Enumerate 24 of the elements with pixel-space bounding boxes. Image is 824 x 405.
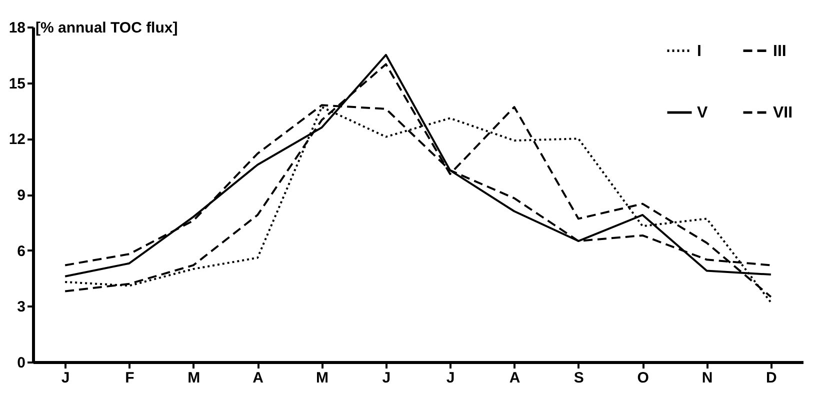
- x-tick-label: F: [125, 370, 134, 386]
- y-tick-label: 15: [8, 75, 26, 92]
- legend-label: I: [697, 42, 702, 60]
- y-tick-label: 12: [8, 131, 26, 148]
- x-tick-label: O: [637, 370, 650, 386]
- x-tick-label: A: [252, 370, 264, 386]
- x-tick-label: J: [446, 370, 455, 386]
- y-tick-label: 6: [17, 242, 26, 260]
- x-tick-label: S: [574, 370, 584, 386]
- legend-label: III: [773, 42, 786, 60]
- x-tick-label: D: [766, 370, 777, 386]
- legend-label: V: [697, 104, 708, 122]
- x-tick-label: M: [316, 370, 328, 386]
- x-tick-label: J: [61, 370, 70, 386]
- y-tick-label: 9: [17, 187, 26, 204]
- legend-label: VII: [773, 104, 793, 122]
- y-tick-label: 0: [17, 354, 26, 372]
- y-axis-title: [% annual TOC flux]: [36, 20, 178, 36]
- x-tick-label: J: [382, 370, 391, 386]
- y-tick-label: 18: [8, 20, 26, 36]
- x-tick-label: M: [188, 370, 200, 386]
- x-tick-label: N: [702, 370, 713, 386]
- y-tick-label: 3: [17, 298, 26, 316]
- x-tick-label: A: [509, 370, 520, 386]
